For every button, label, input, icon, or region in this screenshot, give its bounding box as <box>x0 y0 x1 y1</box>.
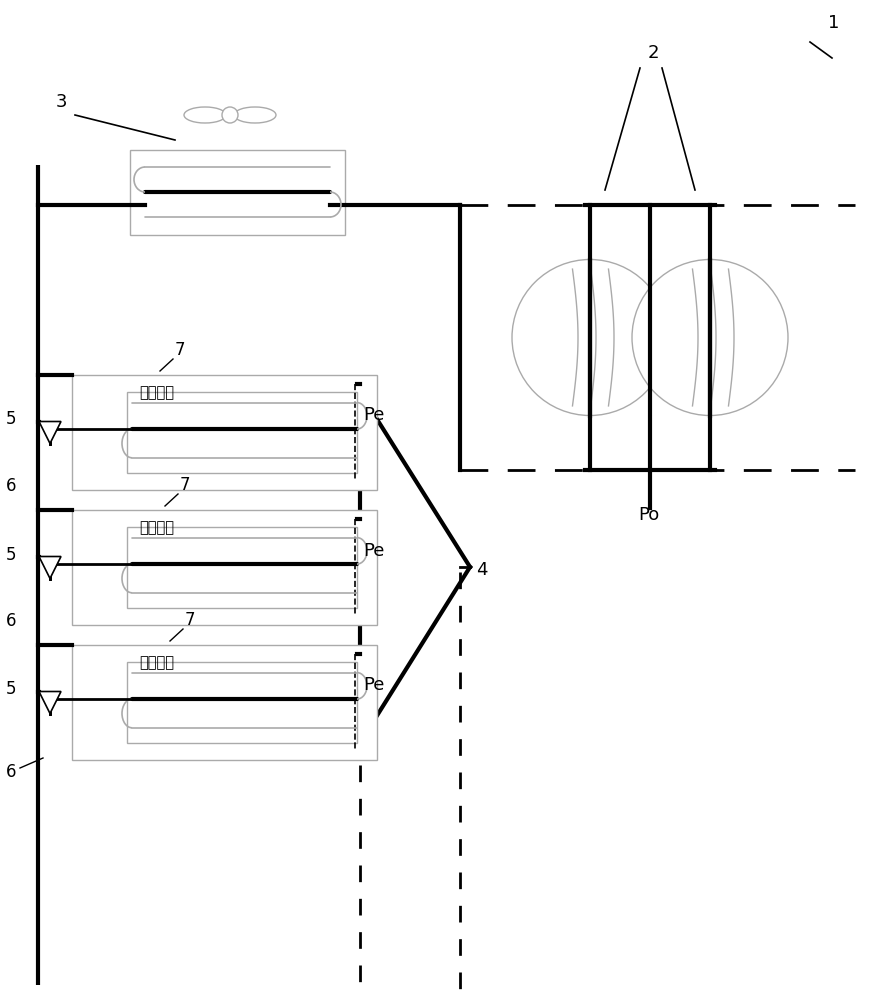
Text: 5: 5 <box>5 410 16 428</box>
Text: 温度控制: 温度控制 <box>139 655 174 670</box>
Bar <box>130 150 345 235</box>
Circle shape <box>222 107 238 123</box>
Circle shape <box>512 259 668 416</box>
Text: 1: 1 <box>828 14 840 32</box>
Polygon shape <box>39 556 61 578</box>
Text: 6: 6 <box>5 477 16 495</box>
Text: 3: 3 <box>56 93 68 111</box>
Text: 7: 7 <box>180 476 190 494</box>
Text: 5: 5 <box>5 680 16 698</box>
Bar <box>127 527 357 608</box>
Text: 6: 6 <box>5 612 16 630</box>
Text: 温度控制: 温度控制 <box>139 520 174 535</box>
Polygon shape <box>39 422 61 444</box>
Text: 4: 4 <box>476 561 487 579</box>
Text: Po: Po <box>638 506 659 524</box>
Text: Pe: Pe <box>363 406 384 424</box>
Text: 7: 7 <box>185 611 196 629</box>
Text: 6: 6 <box>5 763 16 781</box>
Text: Pe: Pe <box>363 542 384 560</box>
Text: Pe: Pe <box>363 676 384 694</box>
Polygon shape <box>39 692 61 714</box>
Text: 温度控制: 温度控制 <box>139 385 174 400</box>
Text: 5: 5 <box>5 546 16 564</box>
Text: 7: 7 <box>175 341 186 359</box>
Bar <box>72 375 377 490</box>
Bar <box>72 645 377 760</box>
Circle shape <box>632 259 788 416</box>
Text: 2: 2 <box>648 44 660 62</box>
Bar <box>127 662 357 743</box>
Bar <box>72 510 377 625</box>
Bar <box>127 392 357 473</box>
